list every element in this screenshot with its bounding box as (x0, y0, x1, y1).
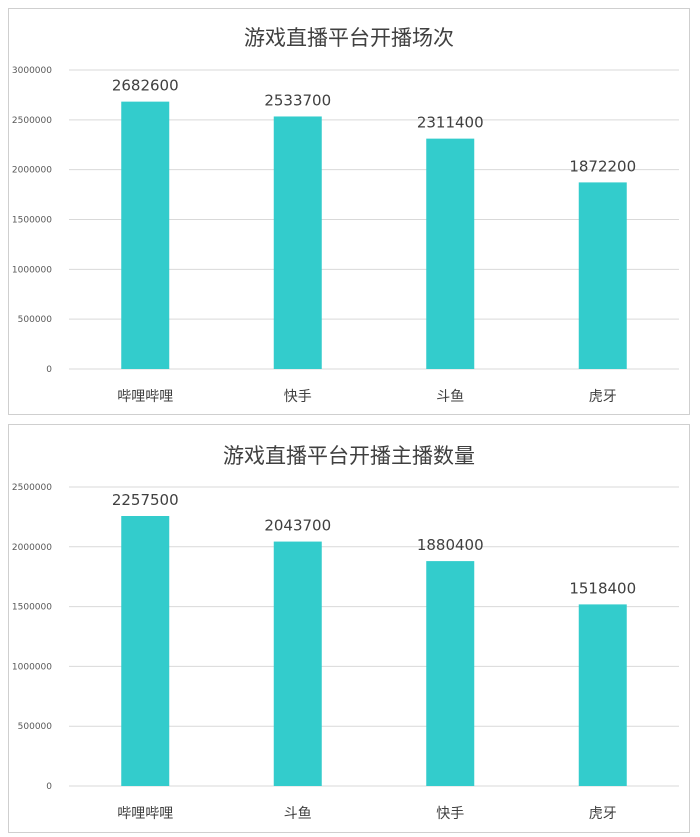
y-tick-label: 2500000 (12, 116, 52, 126)
data-label: 2043700 (264, 517, 331, 535)
chart-panel-starts: 游戏直播平台开播场次 0 500000 1000000 1500000 2000000 25… (8, 8, 690, 415)
bar-chart-starts: 游戏直播平台开播场次 0 500000 1000000 1500000 2000000 25… (12, 26, 679, 405)
data-label: 2533700 (264, 91, 331, 109)
x-category-label: 快手 (284, 389, 312, 405)
data-label: 1872200 (569, 157, 636, 175)
y-tick-label: 2500000 (12, 483, 52, 493)
x-category-label: 快手 (436, 806, 464, 822)
bar (578, 182, 627, 369)
x-category-label: 虎牙 (589, 806, 617, 822)
x-category-label: 哔哩哔哩 (117, 806, 173, 822)
y-tick-label: 2000000 (12, 543, 52, 553)
x-category-label: 哔哩哔哩 (117, 389, 173, 405)
data-label: 2257500 (112, 491, 179, 509)
y-tick-label: 0 (46, 782, 52, 792)
data-label: 1880400 (417, 536, 484, 554)
y-tick-label: 1000000 (12, 265, 52, 275)
y-tick-label: 1500000 (12, 603, 52, 613)
y-tick-label: 500000 (18, 722, 53, 732)
data-label: 2311400 (417, 114, 484, 132)
chart-title: 游戏直播平台开播主播数量 (223, 444, 475, 468)
y-tick-label: 2000000 (12, 166, 52, 176)
bar-chart-streamers: 游戏直播平台开播主播数量 0 500000 1000000 1500000 2000000… (12, 444, 679, 822)
y-tick-label: 0 (46, 365, 52, 375)
bar (273, 116, 322, 369)
y-tick-label: 1500000 (12, 216, 52, 226)
chart-panel-streamers: 游戏直播平台开播主播数量 0 500000 1000000 1500000 2000000… (8, 424, 690, 833)
bar (273, 541, 322, 786)
chart-title: 游戏直播平台开播场次 (244, 26, 454, 50)
data-label: 1518400 (569, 579, 636, 597)
x-category-label: 斗鱼 (284, 805, 312, 822)
y-tick-label: 1000000 (12, 662, 52, 672)
y-tick-label: 500000 (18, 315, 53, 325)
x-category-label: 虎牙 (589, 389, 617, 405)
x-category-label: 斗鱼 (436, 388, 464, 405)
y-tick-label: 3000000 (12, 66, 52, 76)
bar (426, 561, 475, 786)
bar (121, 101, 170, 369)
bar (426, 138, 475, 369)
bar (121, 516, 170, 786)
data-label: 2682600 (112, 77, 179, 95)
bar (578, 604, 627, 786)
